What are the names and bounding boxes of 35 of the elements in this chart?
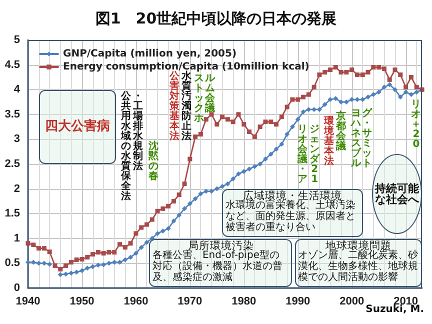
legend-label: Energy consumption/Capita (10million kcal) — [63, 62, 310, 72]
annotation: 環境基本法 — [324, 116, 335, 169]
annotation: 沈黙の春 — [148, 140, 160, 184]
y-tick-label: 2.5 — [4, 158, 20, 170]
chart-title: 図1 20世紀中頃以降の日本の発展 — [95, 10, 337, 28]
annotation: 京都会議 — [336, 110, 346, 154]
annotation: リオ＋20 — [410, 98, 422, 152]
x-tick-label: 2000 — [340, 296, 364, 308]
text: リオ会議・アジェンダ21 — [298, 124, 320, 186]
x-tick-label: 1960 — [124, 296, 148, 308]
x-tick-label: 1980 — [232, 296, 256, 308]
x-tick-label: 1970 — [178, 296, 202, 308]
y-tick-label: 4.5 — [4, 58, 20, 71]
text: ストックホルム会議 — [194, 72, 216, 124]
annotation: 各種公害、End-of-pipe型の対応（設備・機器）水道の普及、感染症の激減 — [151, 250, 284, 286]
y-tick-label: 0 — [14, 282, 20, 294]
x-tick-label: 1940 — [16, 296, 40, 308]
annotation: 持続可能な社会へ — [374, 180, 420, 208]
y-tick-label: 5 — [14, 34, 20, 46]
legend-label: GNP/Capita (million yen, 2005) — [63, 48, 237, 60]
annotation: 水質汚濁防止法 — [181, 71, 192, 144]
y-tick-label: 2 — [14, 182, 20, 195]
annotation: 水環境の富栄養化、土壌汚染など、面的発生源、原因者と被害者の重なり合い — [224, 200, 356, 235]
x-tick-label: 1950 — [70, 296, 94, 308]
text: 公共用水域の水質保全法・工場排水規制法 — [121, 91, 144, 202]
y-tick-label: 3.5 — [4, 108, 20, 120]
y-tick-label: 3 — [14, 133, 20, 146]
y-tick-label: 0.5 — [4, 257, 20, 270]
annotation: 公害対策基本法 — [169, 71, 180, 144]
x-tick-label: 1990 — [286, 296, 310, 308]
annotation: オゾン層、二酸化炭素、砂漠化、生物多様性、地球規模での人間活動の影響 — [297, 250, 420, 286]
y-tick-label: 4 — [14, 84, 21, 96]
text: ヨハネスブルグ・サミット — [350, 108, 372, 170]
y-tick-label: 1 — [14, 232, 20, 244]
y-tick-label: 1.5 — [4, 208, 20, 220]
